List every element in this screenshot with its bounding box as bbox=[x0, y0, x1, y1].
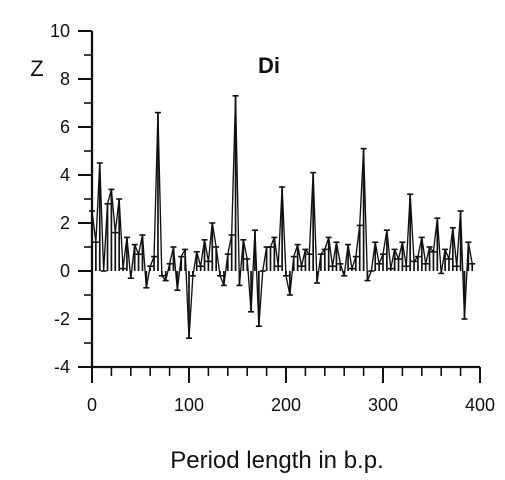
axis-layer bbox=[78, 30, 481, 383]
x-tick-label: 0 bbox=[87, 395, 97, 415]
y-tick-label: 10 bbox=[50, 21, 70, 41]
y-tick-label: 2 bbox=[60, 213, 70, 233]
y-tick-label: 8 bbox=[60, 69, 70, 89]
x-tick-label: 400 bbox=[465, 395, 495, 415]
x-tick-label: 200 bbox=[271, 395, 301, 415]
y-tick-label: 6 bbox=[60, 117, 70, 137]
y-axis-label: Z bbox=[30, 56, 43, 81]
x-axis-label: Period length in b.p. bbox=[170, 447, 383, 474]
y-tick-label: 0 bbox=[60, 261, 70, 281]
x-tick-label: 100 bbox=[174, 395, 204, 415]
y-tick-label: 4 bbox=[60, 165, 70, 185]
x-tick-label: 300 bbox=[368, 395, 398, 415]
series-layer bbox=[89, 95, 476, 340]
chart-title: Di bbox=[258, 53, 280, 78]
y-tick-label: -4 bbox=[54, 357, 70, 377]
y-tick-label: -2 bbox=[54, 309, 70, 329]
